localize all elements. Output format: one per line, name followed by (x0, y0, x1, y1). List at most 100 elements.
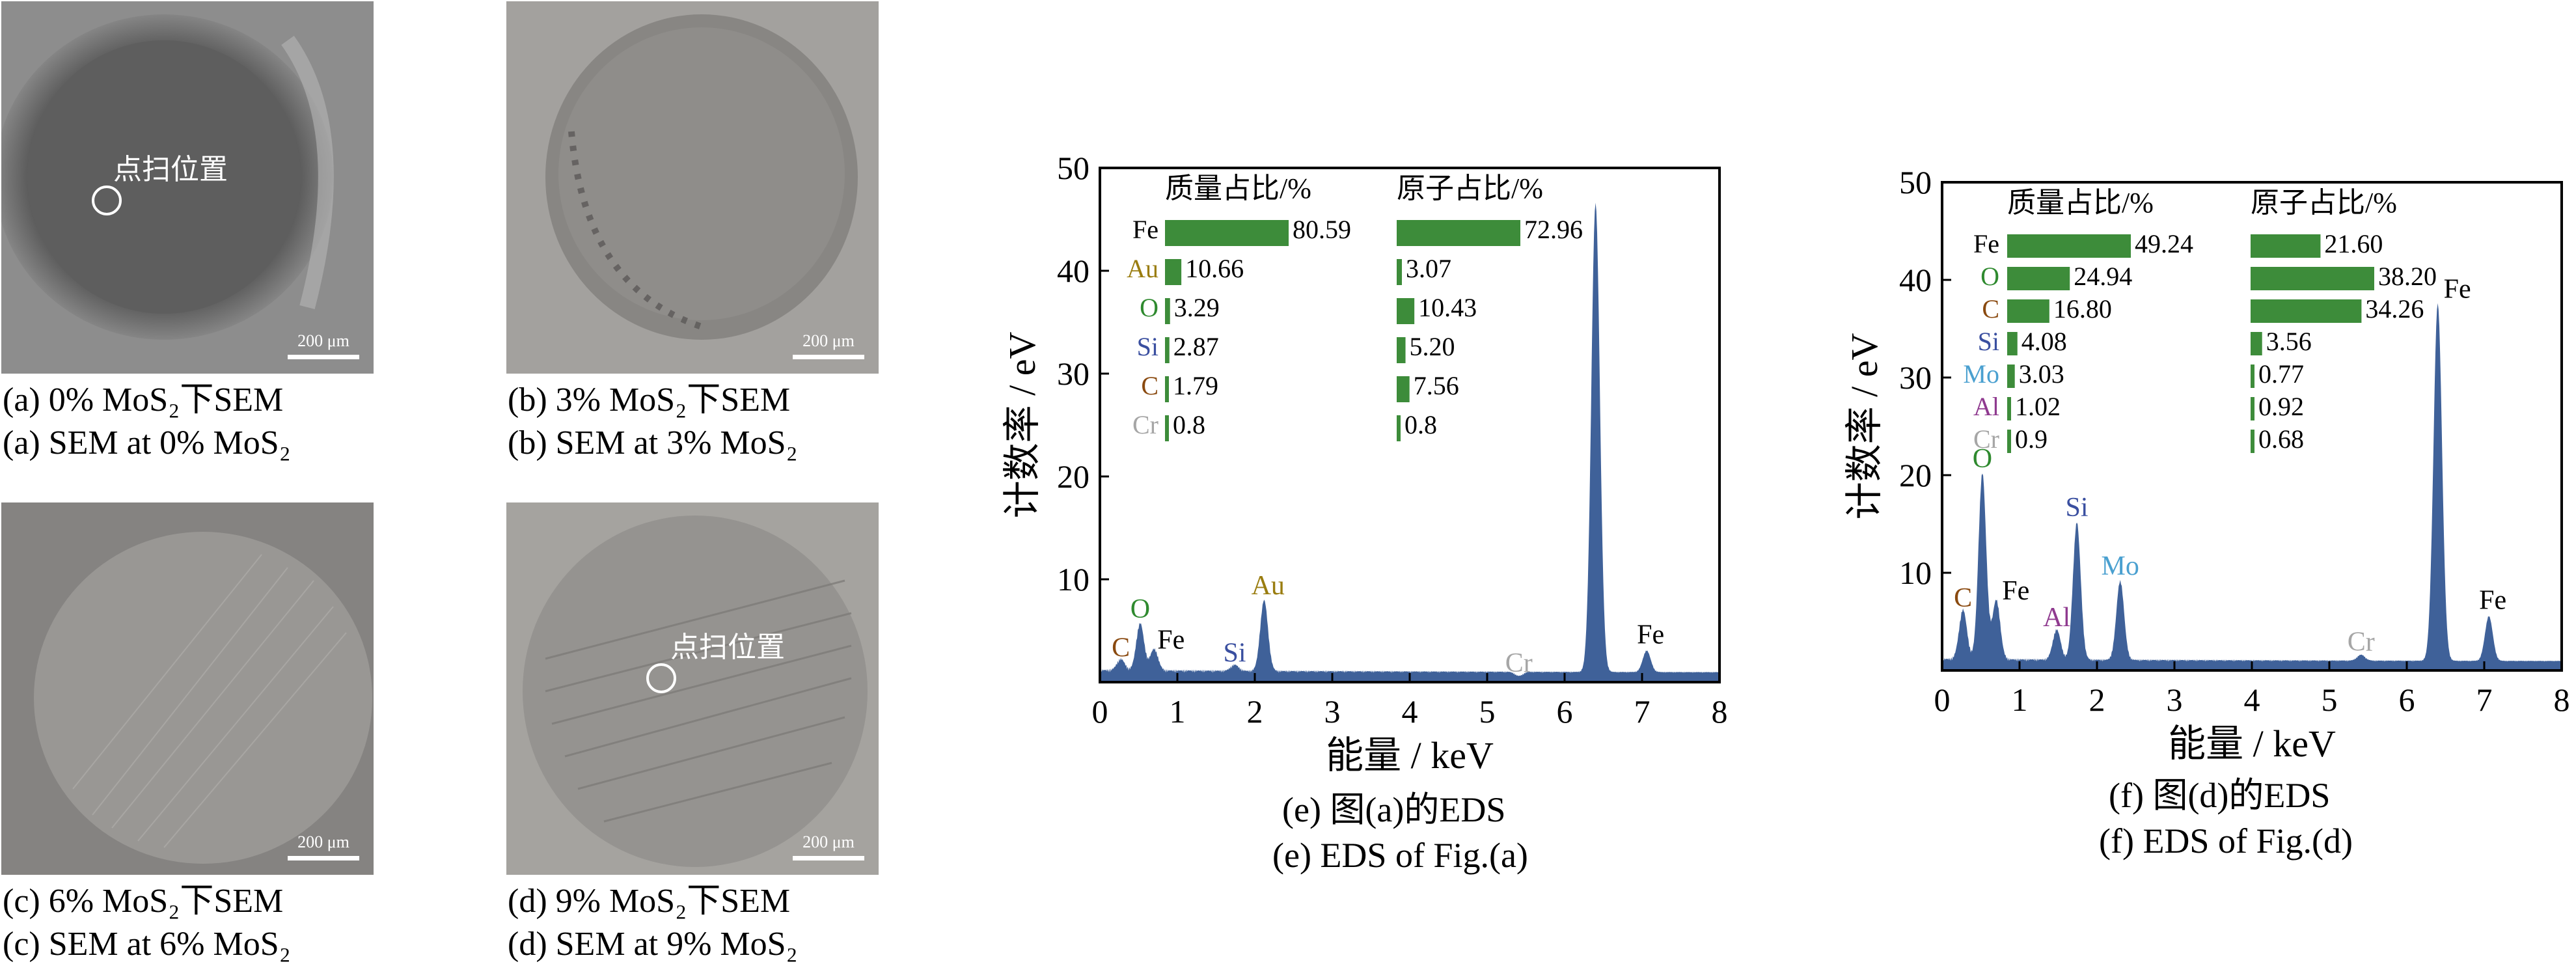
peak-label-au: Au (1252, 571, 1285, 601)
x-tick-label: 0 (1092, 693, 1108, 730)
mass-value: 2.87 (1173, 332, 1219, 361)
x-axis-title: 能量 / keV (1326, 734, 1494, 777)
mass-value: 0.9 (2015, 424, 2048, 454)
mass-bar-c (1165, 376, 1169, 402)
mass-bar-cr (2007, 430, 2011, 453)
atom-value: 38.20 (2378, 262, 2437, 291)
x-tick-label: 8 (1712, 693, 1728, 730)
peak-label-mo: Mo (2102, 551, 2139, 581)
row-element-fe: Fe (1973, 229, 1999, 258)
y-tick-label: 40 (1057, 253, 1089, 289)
mass-bar-o (1165, 298, 1170, 324)
y-tick-label: 50 (1899, 164, 1932, 200)
scale-bar-a: 200 μm (288, 331, 359, 359)
atom-bar-cr (1397, 415, 1401, 441)
mass-header: 质量占比/% (2007, 187, 2154, 219)
scale-bar-text-b: 200 μm (802, 331, 855, 350)
mass-bar-au (1165, 259, 1182, 285)
scale-bar-text-c: 200 μm (297, 833, 349, 851)
mass-value: 24.94 (2074, 262, 2132, 291)
atom-bar-si (2251, 332, 2262, 355)
mass-value: 16.80 (2053, 294, 2112, 323)
x-tick-label: 4 (1402, 693, 1418, 730)
x-tick-label: 2 (2089, 681, 2105, 718)
y-tick-label: 20 (1899, 457, 1932, 493)
row-element-o: O (1140, 293, 1158, 322)
scan-point-marker-d (646, 663, 676, 693)
atom-value: 34.26 (2365, 294, 2424, 323)
row-element-cr: Cr (1132, 410, 1158, 439)
peak-label-c: C (1112, 633, 1130, 663)
mass-value: 0.8 (1173, 410, 1205, 439)
x-tick-label: 7 (2476, 681, 2493, 718)
x-tick-label: 3 (1324, 693, 1341, 730)
caption-d-cn: (d) 9% MoS₂下SEM (508, 883, 791, 920)
atom-bar-fe (1397, 220, 1520, 246)
x-tick-label: 2 (1247, 693, 1263, 730)
x-tick-label: 0 (1934, 681, 1951, 718)
mass-value: 1.02 (2015, 392, 2061, 421)
peak-label-fe: Fe (2479, 586, 2506, 616)
atom-value: 10.43 (1418, 293, 1477, 322)
atom-value: 21.60 (2324, 229, 2383, 258)
row-element-si: Si (1137, 332, 1158, 361)
peak-label-al: Al (2043, 603, 2070, 633)
mass-bar-o (2007, 267, 2070, 290)
atom-value: 3.07 (1406, 254, 1451, 283)
mass-value: 1.79 (1173, 371, 1218, 400)
sem-texture-d (506, 502, 879, 875)
caption-b-en: (b) SEM at 3% MoS₂ (508, 424, 798, 461)
atom-value: 0.68 (2258, 424, 2304, 454)
peak-label-o: O (1973, 444, 1992, 474)
atom-bar-au (1397, 259, 1402, 285)
sem-image-d: 点扫位置 200 μm (506, 502, 879, 875)
peak-label-fe: Fe (1157, 626, 1185, 655)
sem-image-c: 200 μm (1, 502, 374, 875)
x-tick-label: 4 (2244, 681, 2260, 718)
atom-bar-cr (2251, 430, 2254, 453)
y-tick-label: 50 (1057, 150, 1089, 186)
caption-c-en: (c) SEM at 6% MoS₂ (3, 926, 291, 963)
sem-texture-b (506, 1, 879, 374)
peak-label-c: C (1954, 583, 1972, 613)
x-tick-label: 6 (2399, 681, 2415, 718)
row-element-al: Al (1973, 392, 1999, 421)
scan-point-marker-a (92, 186, 122, 215)
spectrum-area (1100, 202, 1720, 682)
peak-label-si: Si (2066, 493, 2089, 523)
x-tick-label: 6 (1557, 693, 1573, 730)
atom-bar-c (2251, 299, 2362, 323)
x-tick-label: 1 (1170, 693, 1186, 730)
y-tick-label: 20 (1057, 458, 1089, 495)
atom-bar-o (1397, 298, 1415, 324)
x-tick-label: 5 (2322, 681, 2338, 718)
y-tick-label: 10 (1057, 561, 1089, 598)
y-tick-label: 30 (1057, 355, 1089, 392)
mass-bar-si (2007, 332, 2018, 355)
y-axis-title: 计数率 / eV (1843, 333, 1885, 520)
mass-value: 80.59 (1293, 215, 1351, 244)
spectrum-area (1942, 303, 2562, 670)
scale-bar-c: 200 μm (288, 833, 359, 860)
scale-bar-text-a: 200 μm (297, 331, 349, 350)
peak-label-o: O (1130, 594, 1150, 624)
x-tick-label: 8 (2554, 681, 2570, 718)
atom-value: 72.96 (1524, 215, 1583, 244)
atom-value: 0.77 (2258, 359, 2304, 389)
sem-texture-a (1, 1, 374, 374)
row-element-fe: Fe (1132, 215, 1158, 244)
x-tick-label: 3 (2167, 681, 2183, 718)
chart-f-caption-cn: (f) 图(d)的EDS (2109, 776, 2331, 815)
row-element-si: Si (1978, 327, 1999, 356)
sem-image-b: 200 μm (506, 1, 879, 374)
atom-bar-c (1397, 376, 1410, 402)
mass-value: 3.29 (1174, 293, 1220, 322)
mass-value: 49.24 (2135, 229, 2193, 258)
y-tick-label: 40 (1899, 262, 1932, 298)
peak-label-cr: Cr (1505, 648, 1533, 678)
caption-a-cn: (a) 0% MoS₂下SEM (3, 381, 284, 419)
row-element-c: C (1982, 294, 1999, 323)
caption-d-en: (d) SEM at 9% MoS₂ (508, 926, 798, 963)
